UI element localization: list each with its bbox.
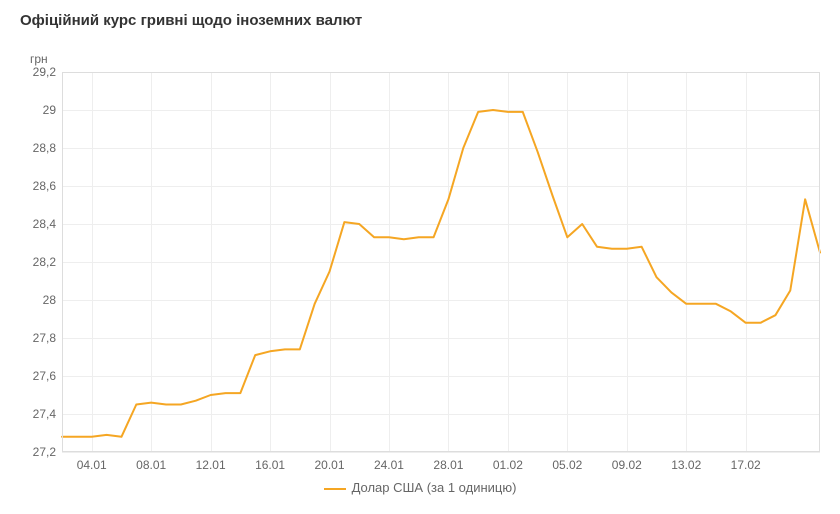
y-tick-label: 29,2: [26, 65, 56, 79]
x-tick-label: 09.02: [612, 458, 642, 472]
y-tick-label: 28,8: [26, 141, 56, 155]
x-tick-label: 16.01: [255, 458, 285, 472]
x-tick-label: 08.01: [136, 458, 166, 472]
x-tick-label: 04.01: [77, 458, 107, 472]
legend-label: Долар США (за 1 одиницю): [352, 480, 517, 495]
y-tick-label: 28,6: [26, 179, 56, 193]
gridline-h: [62, 452, 820, 453]
legend: Долар США (за 1 одиницю): [0, 480, 840, 495]
x-tick-label: 05.02: [552, 458, 582, 472]
x-tick-label: 20.01: [315, 458, 345, 472]
x-tick-label: 24.01: [374, 458, 404, 472]
x-tick-label: 28.01: [433, 458, 463, 472]
legend-swatch: [324, 488, 346, 490]
y-tick-label: 27,4: [26, 407, 56, 421]
y-tick-label: 29: [26, 103, 56, 117]
y-tick-label: 28,4: [26, 217, 56, 231]
x-tick-label: 17.02: [731, 458, 761, 472]
x-tick-label: 12.01: [196, 458, 226, 472]
y-tick-label: 28,2: [26, 255, 56, 269]
x-tick-label: 01.02: [493, 458, 523, 472]
line-series: [62, 72, 820, 452]
y-axis-unit: грн: [30, 52, 48, 66]
x-tick-label: 13.02: [671, 458, 701, 472]
y-tick-label: 27,2: [26, 445, 56, 459]
chart-title: Офіційний курс гривні щодо іноземних вал…: [20, 12, 362, 29]
y-tick-label: 27,6: [26, 369, 56, 383]
exchange-rate-chart: { "title": "Офіційний курс гривні щодо і…: [0, 0, 840, 514]
y-tick-label: 27,8: [26, 331, 56, 345]
y-tick-label: 28: [26, 293, 56, 307]
plot-area: [62, 72, 820, 452]
